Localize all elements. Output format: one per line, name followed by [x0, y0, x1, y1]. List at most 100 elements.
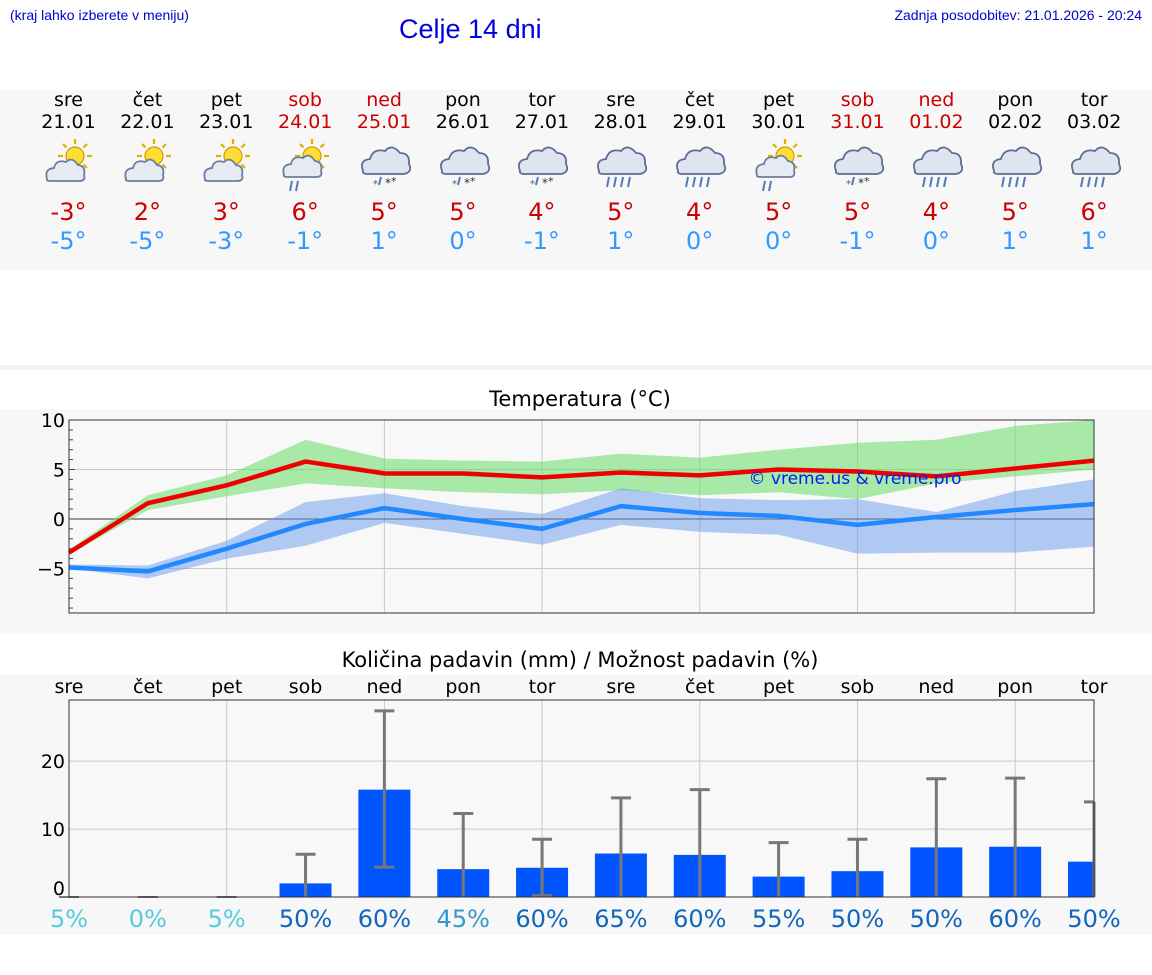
sun-cloud-icon — [120, 139, 176, 193]
cloud-icon — [597, 146, 648, 175]
svg-text:*: * — [373, 179, 378, 190]
sleet-icon: * * * — [452, 175, 476, 190]
min-temperature: 1° — [370, 227, 398, 255]
cloud-rain-icon — [988, 139, 1044, 193]
max-temperature: 2° — [133, 198, 162, 226]
forecast-band — [0, 90, 1152, 270]
cloud-sleet-icon: * * * — [830, 139, 886, 193]
cloud-icon — [203, 158, 244, 182]
day-date: 30.01 — [751, 111, 806, 133]
max-temperature: 4° — [922, 198, 951, 226]
max-temperature: 5° — [764, 198, 793, 226]
day-date: 22.01 — [120, 111, 175, 133]
min-temperature: 0° — [686, 227, 714, 255]
cloud-rain-icon — [672, 139, 728, 193]
max-temperature: -3° — [50, 198, 87, 226]
cloud-icon — [439, 146, 490, 175]
day-name: čet — [684, 89, 715, 111]
min-temperature: -1° — [839, 227, 876, 255]
day-date: 01.02 — [909, 111, 964, 133]
day-name: pet — [762, 89, 795, 111]
cloud-sleet-icon: * * * — [514, 139, 570, 193]
max-temperature: 5° — [843, 198, 872, 226]
max-temperature: 5° — [370, 198, 398, 226]
day-name: čet — [132, 89, 163, 111]
cloud-icon — [360, 146, 411, 175]
svg-text:*: * — [542, 176, 548, 190]
max-temperature: 3° — [212, 198, 240, 226]
day-name: ned — [366, 89, 402, 111]
svg-text:*: * — [470, 175, 476, 188]
rain-icon — [685, 176, 711, 188]
cloud-icon — [518, 146, 569, 175]
max-temperature: 6° — [1080, 198, 1108, 226]
sleet-icon: * * * — [846, 175, 870, 190]
min-temperature: 0° — [449, 227, 477, 255]
svg-text:*: * — [452, 179, 457, 190]
sun-cloud-icon — [199, 139, 255, 193]
day-date: 25.01 — [356, 111, 412, 133]
day-name: sre — [606, 89, 636, 111]
cloud-icon — [834, 146, 885, 175]
cloud-icon — [124, 158, 165, 182]
min-temperature: 1° — [607, 227, 635, 255]
cloud-rain-icon — [909, 139, 965, 193]
min-temperature: -3° — [208, 227, 245, 255]
svg-text:*: * — [548, 175, 554, 188]
cloud-icon — [45, 158, 86, 182]
day-name: pon — [997, 89, 1034, 111]
sun-cloud-rain-icon — [278, 139, 334, 193]
day-date: 24.01 — [277, 111, 333, 133]
min-temperature: -1° — [287, 227, 324, 255]
svg-text:*: * — [858, 176, 864, 190]
day-date: 29.01 — [672, 111, 727, 133]
max-temperature: 5° — [1001, 198, 1029, 226]
cloud-sleet-icon: * * * — [357, 139, 413, 193]
max-temperature: 4° — [528, 198, 556, 226]
min-temperature: 0° — [922, 227, 951, 255]
day-name: sob — [840, 89, 875, 111]
day-name: ned — [918, 89, 955, 111]
min-temperature: -1° — [523, 227, 560, 255]
max-temperature: 6° — [291, 198, 319, 226]
day-date: 27.01 — [514, 111, 570, 133]
max-temperature: 5° — [449, 198, 477, 226]
cloud-icon — [991, 146, 1042, 175]
day-date: 02.02 — [988, 111, 1043, 133]
day-date: 26.01 — [435, 111, 491, 133]
cloud-icon — [1070, 146, 1121, 175]
cloud-icon — [755, 154, 796, 178]
cloud-sleet-icon: * * * — [436, 139, 492, 193]
day-date: 23.01 — [199, 111, 254, 133]
rain-icon — [921, 176, 947, 188]
svg-text:*: * — [391, 175, 397, 188]
min-temperature: -5° — [129, 227, 166, 255]
svg-text:*: * — [385, 176, 391, 190]
svg-text:*: * — [530, 179, 535, 190]
sun-cloud-rain-icon — [751, 139, 807, 193]
svg-text:*: * — [846, 179, 851, 190]
min-temperature: 1° — [1080, 227, 1108, 255]
min-temperature: 0° — [764, 227, 793, 255]
cloud-icon — [912, 146, 963, 175]
separator-band — [0, 365, 1152, 370]
rain-icon — [1000, 176, 1026, 188]
sleet-icon: * * * — [530, 175, 554, 190]
temperature-band — [0, 409, 1152, 634]
last-updated: Zadnja posodobitev: 21.01.2026 - 20:24 — [894, 7, 1142, 23]
page-title: Celje 14 dni — [399, 14, 542, 44]
max-temperature: 5° — [607, 198, 635, 226]
svg-text:*: * — [464, 176, 470, 190]
location-hint: (kraj lahko izberete v meniju) — [10, 7, 189, 23]
svg-text:*: * — [864, 175, 870, 188]
cloud-rain-icon — [593, 139, 649, 193]
cloud-rain-icon — [1067, 139, 1123, 193]
cloud-icon — [282, 154, 323, 178]
rain-icon — [1079, 176, 1105, 188]
cloud-icon — [676, 146, 727, 175]
day-name: pon — [445, 89, 481, 111]
day-date: 28.01 — [593, 111, 648, 133]
rain-icon — [606, 176, 632, 188]
day-name: sre — [54, 89, 83, 111]
day-name: pet — [210, 89, 242, 111]
